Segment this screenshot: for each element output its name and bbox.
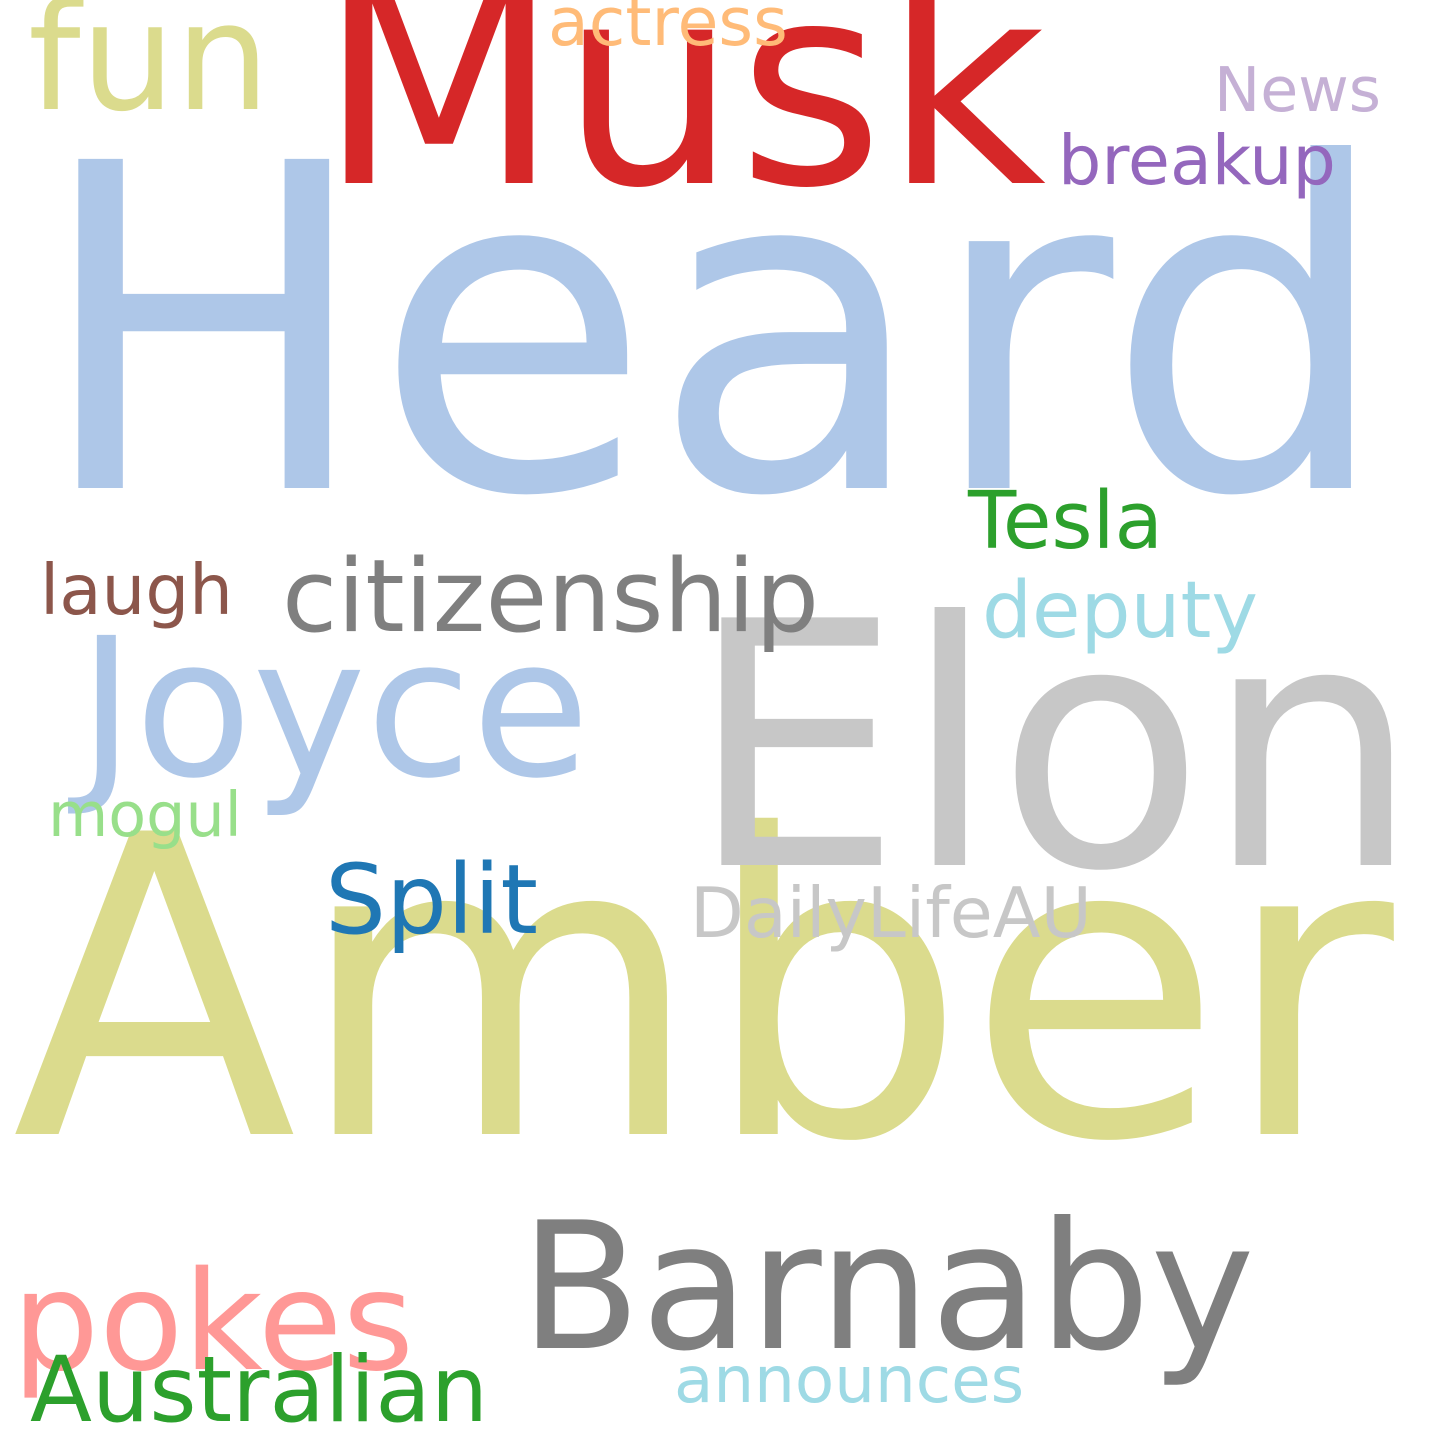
word-heard: Heard	[34, 70, 1392, 596]
word-dailylifeau: DailyLifeAU	[690, 872, 1092, 954]
word-amber: Amber	[12, 748, 1394, 1233]
word-joyce: Joyce	[78, 598, 590, 822]
word-tesla: Tesla	[968, 474, 1163, 567]
word-split: Split	[325, 843, 539, 956]
word-actress: actress	[548, 0, 788, 62]
word-laugh: laugh	[40, 550, 233, 631]
word-announces: announces	[674, 1342, 1025, 1418]
word-elon: Elon	[688, 551, 1420, 947]
word-news: News	[1214, 54, 1381, 127]
word-barnaby: Barnaby	[520, 1184, 1255, 1391]
word-mogul: mogul	[48, 779, 242, 852]
word-fun: fun	[28, 0, 270, 145]
word-pokes: pokes	[12, 1241, 414, 1402]
word-citizenship: citizenship	[282, 537, 820, 655]
word-musk: Musk	[318, 0, 1047, 250]
word-deputy: deputy	[982, 564, 1258, 657]
word-australian: Australian	[30, 1337, 489, 1443]
word-breakup: breakup	[1058, 122, 1336, 202]
